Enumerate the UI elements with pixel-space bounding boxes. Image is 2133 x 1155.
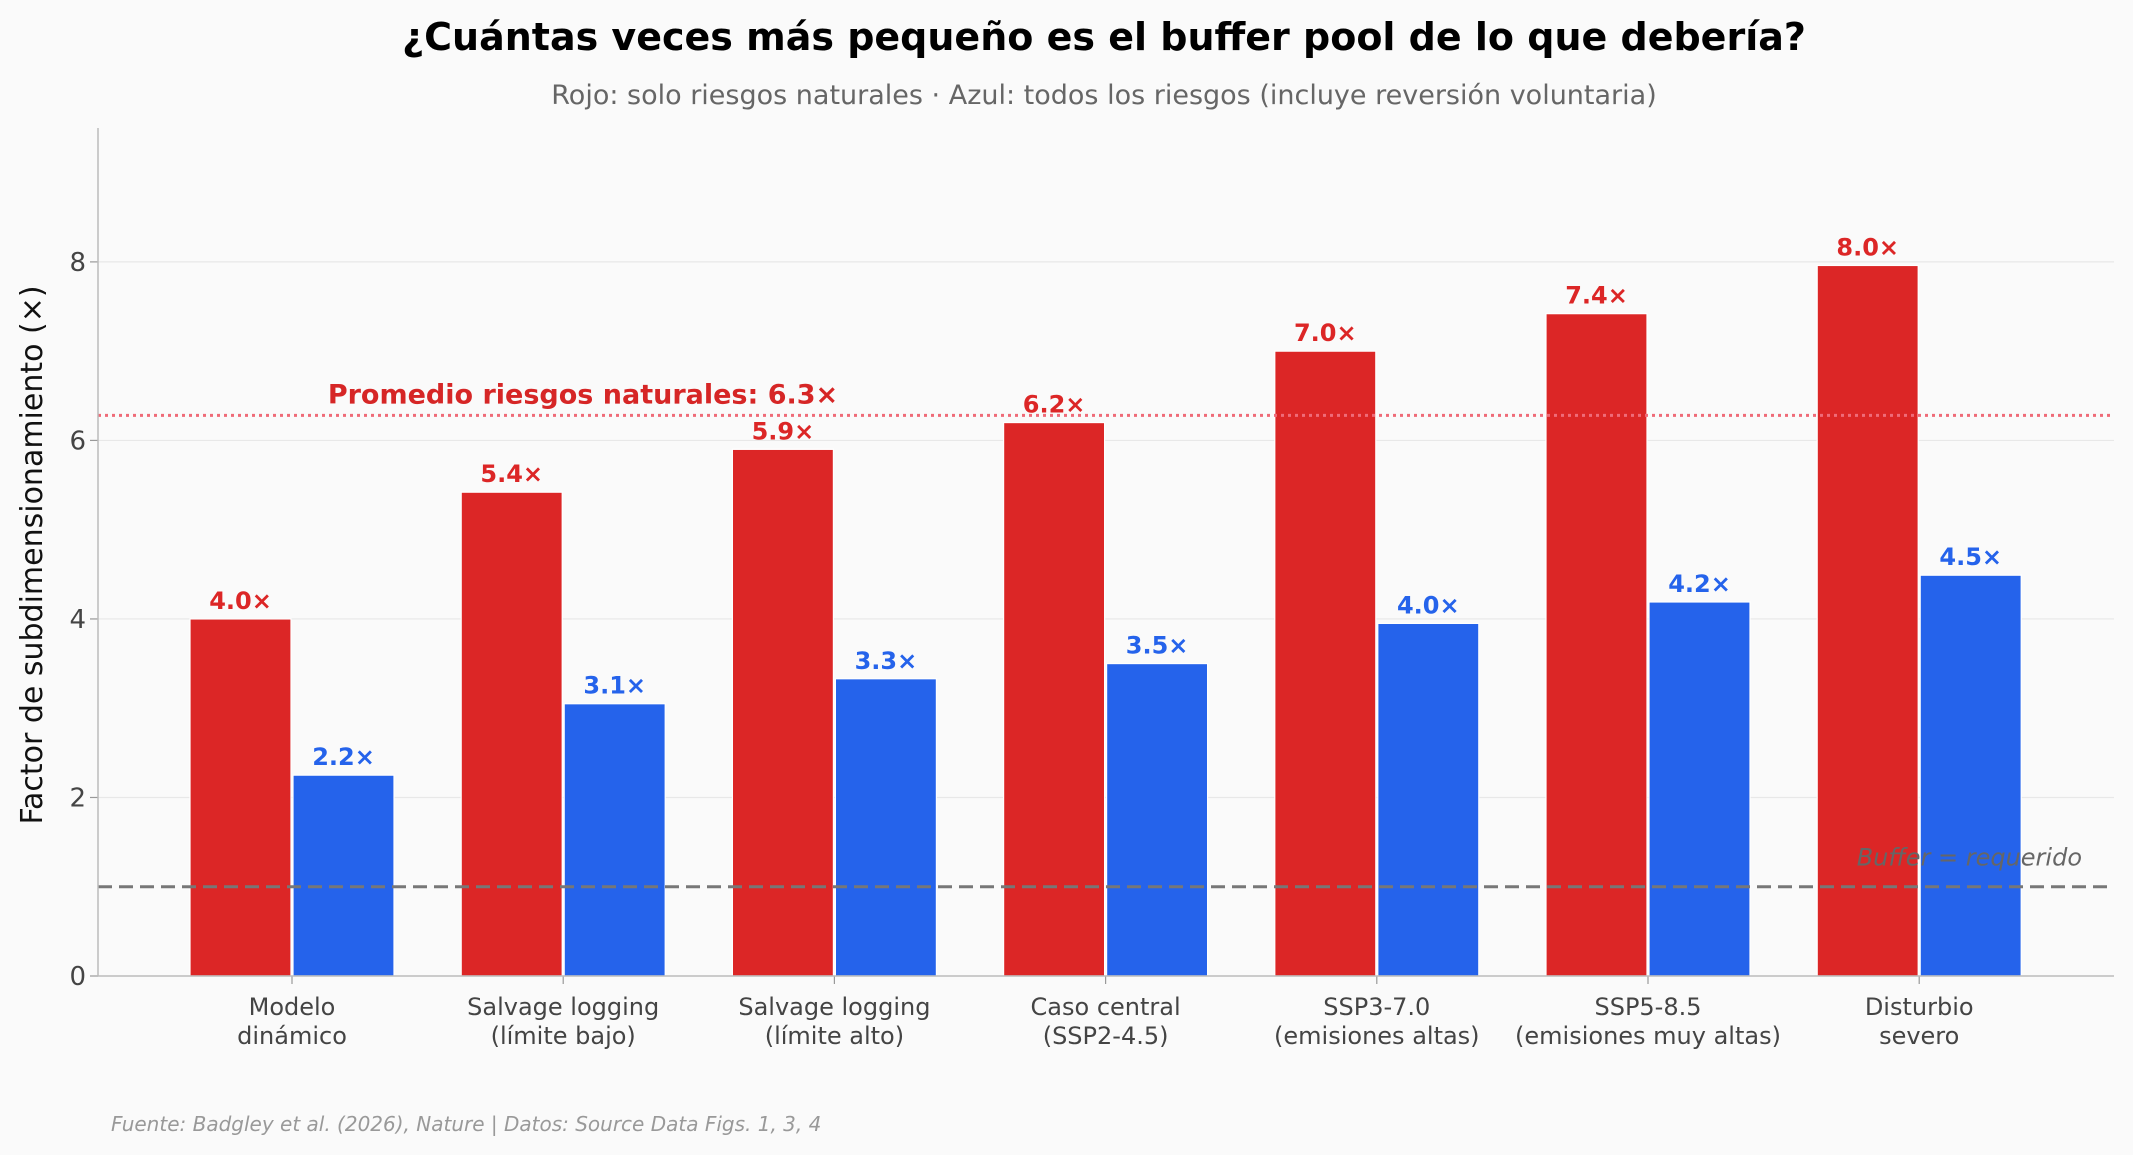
bar-value-label: 4.2× xyxy=(1668,570,1731,598)
bar xyxy=(834,678,938,977)
y-tick-label: 8 xyxy=(69,248,86,278)
bar xyxy=(1816,264,1919,977)
bar xyxy=(563,703,666,977)
bar xyxy=(731,448,835,977)
bar-value-label: 3.3× xyxy=(855,647,918,675)
chart-subtitle: Rojo: solo riesgos naturales · Azul: tod… xyxy=(551,80,1656,111)
bar xyxy=(1919,574,2022,977)
bar-value-label: 2.2× xyxy=(312,743,375,771)
bar-value-label: 4.0× xyxy=(1397,591,1460,619)
bar xyxy=(460,491,563,977)
bar-value-label: 6.2× xyxy=(1023,391,1086,419)
required-buffer-note: Buffer = requerido xyxy=(1857,844,2082,872)
bar-value-label: 7.0× xyxy=(1294,319,1357,347)
reference-lines xyxy=(98,413,2114,889)
bar xyxy=(292,774,395,977)
bar-value-label: 5.4× xyxy=(480,460,543,488)
y-axis-label: Factor de subdimensionamiento (×) xyxy=(15,285,50,824)
bar xyxy=(1105,662,1209,977)
bar xyxy=(1648,601,1751,977)
bars xyxy=(189,264,2022,977)
bar-value-label: 3.1× xyxy=(583,672,646,700)
y-tick-label: 2 xyxy=(69,783,86,813)
x-tick-label: SSP3-7.0 (emisiones altas) xyxy=(1274,993,1480,1050)
axes: 0 2 4 6 8 Modelo dinámico Salvage logging (límit… xyxy=(69,128,2114,1050)
bar xyxy=(1002,421,1106,977)
data-labels: 4.0× 2.2× 5.4× 3.1× 5.9× 3.3× 6.2× 3.5× 7.0× 4.0×… xyxy=(209,233,2082,871)
bar-value-label: 5.9× xyxy=(752,417,815,445)
bar-value-label: 4.5× xyxy=(1939,543,2002,571)
x-tick-label: Salvage logging (límite alto) xyxy=(738,993,930,1050)
bar xyxy=(1274,350,1377,977)
y-tick-label: 4 xyxy=(69,605,86,635)
x-tick-label: Modelo dinámico xyxy=(237,993,347,1050)
x-tick-label: SSP5-8.5 (emisiones muy altas) xyxy=(1515,993,1781,1050)
bar-value-label: 3.5× xyxy=(1126,632,1189,660)
bar-value-label: 4.0× xyxy=(209,587,272,615)
bar xyxy=(1377,622,1480,977)
x-tick-label: Salvage logging (límite bajo) xyxy=(467,993,659,1050)
bar-value-label: 7.4× xyxy=(1565,282,1628,310)
average-note: Promedio riesgos naturales: 6.3× xyxy=(328,379,838,410)
source-note: Fuente: Badgley et al. (2026), Nature | … xyxy=(111,1112,821,1136)
gridlines xyxy=(98,261,2114,799)
y-tick-label: 0 xyxy=(69,962,86,992)
x-tick-label: Disturbio severo xyxy=(1865,993,1974,1050)
chart-title: ¿Cuántas veces más pequeño es el buffer … xyxy=(402,15,1806,59)
bar-value-label: 8.0× xyxy=(1836,233,1899,261)
bar xyxy=(1545,313,1648,977)
y-tick-label: 6 xyxy=(69,426,86,456)
x-tick-label: Caso central (SSP2-4.5) xyxy=(1031,993,1181,1050)
bar xyxy=(189,618,292,977)
